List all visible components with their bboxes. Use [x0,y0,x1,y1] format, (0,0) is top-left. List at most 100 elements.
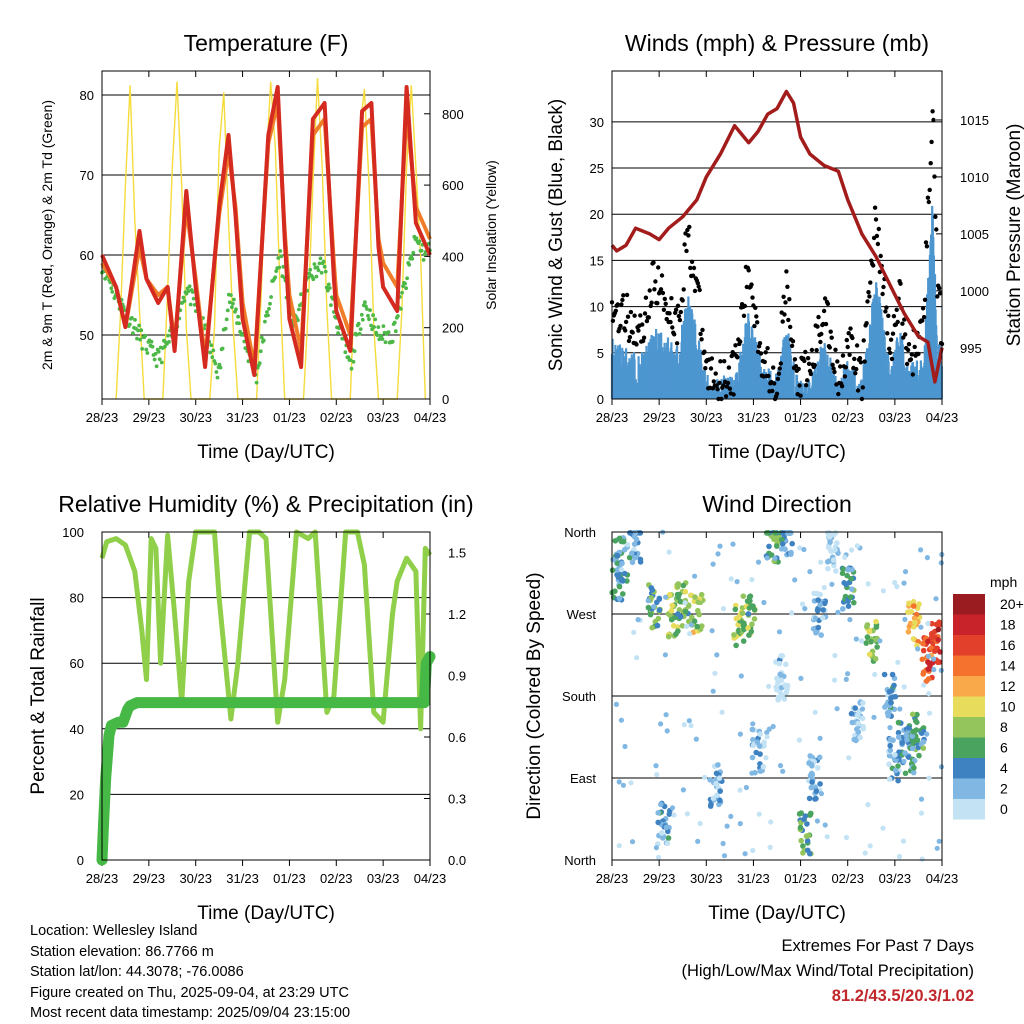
direction-point [902,750,908,756]
legend-swatch [953,778,985,799]
gust-point [920,306,926,311]
direction-point [744,598,751,604]
dewpoint-point [236,314,241,319]
y-axis-label: Sonic Wind & Gust (Blue, Black) [546,99,567,371]
legend-swatch [953,676,985,697]
direction-point [817,602,823,608]
y2-tick-label: 1.2 [448,607,466,622]
direction-point [655,810,661,816]
gust-point [831,366,836,371]
direction-point [747,593,754,599]
gust-point [862,359,867,364]
direction-point [620,782,627,788]
gust-point [785,284,790,289]
direction-point [757,731,763,737]
direction-point [825,565,831,572]
y2-tick-label: 0.0 [448,853,466,868]
direction-point [910,636,917,642]
direction-point [766,683,772,690]
direction-point [804,821,810,827]
figure-created: Figure created on Thu, 2025-09-04, at 23… [30,984,349,1001]
pressure-line [610,89,944,384]
gust-point [844,337,849,343]
gust-point [682,242,687,247]
extremes-title: Extremes For Past 7 Days [781,937,974,955]
dewpoint-point [167,340,171,344]
direction-point [622,743,628,750]
dewpoint-point [308,267,313,272]
direction-point [805,847,811,854]
gust-point [776,371,782,376]
direction-point [750,721,756,727]
dewpoint-point [400,290,404,295]
direction-point [624,578,630,584]
x-tick-label: 29/23 [133,871,166,886]
gust-point [692,288,698,294]
dewpoint-point [208,350,213,355]
x-tick-label: 31/23 [226,871,259,886]
dewpoint-point [358,327,363,331]
gust-point [670,325,675,330]
gust-point [762,359,767,365]
direction-point [655,854,662,860]
gust-point [838,364,843,369]
direction-point [710,561,716,567]
direction-point [925,638,931,645]
legend-swatch [953,594,985,615]
gust-point [889,356,895,362]
direction-point [840,566,847,572]
x-tick-label: 04/23 [414,871,447,886]
gust-point [792,357,798,362]
direction-point [626,554,633,561]
x-tick-label: 02/23 [831,410,864,425]
gust-point [713,371,718,376]
gust-point [861,338,866,343]
direction-point [925,620,931,627]
dewpoint-point [187,284,192,289]
dewpoint-point [390,339,395,344]
direction-point [849,567,855,573]
dewpoint-point [150,344,155,349]
direction-point [737,731,744,737]
gust-point [735,355,740,360]
direction-point [880,825,886,831]
y-tick-label: 10 [590,300,604,315]
dewpoint-point [186,289,191,293]
direction-point [911,603,917,609]
gust-point [895,319,900,325]
gust-point [696,284,701,289]
gust-point [687,224,692,230]
dewpoint-point [311,277,316,282]
direction-point [695,607,701,614]
direction-point [612,538,619,544]
direction-point [831,531,837,538]
gust-point [865,299,870,304]
gust-point [658,287,664,292]
direction-point [872,656,879,662]
direction-point [910,769,917,776]
y2-tick-label: 600 [442,178,464,193]
direction-point [676,591,682,598]
y-tick-label: East [570,771,596,786]
x-tick-label: 31/23 [737,871,770,886]
gust-point [766,373,771,379]
direction-point [682,608,689,615]
direction-point [859,715,866,722]
gust-point [661,307,667,312]
y2-tick-label: 800 [442,107,464,122]
gust-point [789,343,795,348]
gust-point [680,298,685,303]
gust-point [656,265,661,270]
dewpoint-point [163,344,167,349]
dewpoint-point [349,366,354,371]
dewpoint-point [327,286,332,290]
direction-point [854,712,861,719]
direction-point [783,689,790,696]
direction-point [778,536,785,543]
dewpoint-point [360,317,365,322]
gust-point [649,300,654,305]
direction-point [663,594,669,600]
direction-point [789,540,795,547]
direction-point [721,853,728,859]
gust-point [802,358,807,364]
